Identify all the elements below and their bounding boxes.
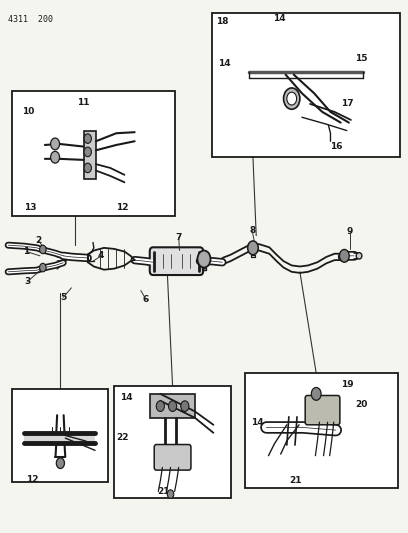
Text: 15: 15 [355, 54, 368, 63]
Circle shape [311, 387, 321, 400]
Bar [24, 433, 95, 443]
Circle shape [181, 401, 189, 411]
Text: 14: 14 [120, 393, 133, 401]
Text: 21: 21 [290, 477, 302, 485]
Circle shape [287, 92, 297, 105]
Bar [212, 13, 400, 157]
Circle shape [40, 263, 46, 272]
Text: 14: 14 [218, 60, 231, 68]
FancyBboxPatch shape [154, 445, 191, 470]
Circle shape [197, 251, 211, 268]
Circle shape [169, 401, 177, 411]
Text: 10: 10 [22, 108, 35, 116]
Text: 14: 14 [251, 418, 264, 426]
Text: 9: 9 [347, 228, 353, 236]
Bar [84, 131, 96, 179]
Text: 17: 17 [341, 100, 353, 108]
Text: 4: 4 [98, 252, 104, 260]
Ellipse shape [284, 88, 300, 109]
Text: 5: 5 [60, 293, 67, 302]
Circle shape [56, 458, 64, 469]
Circle shape [248, 241, 258, 255]
Text: 20: 20 [355, 400, 367, 408]
Text: 19: 19 [341, 381, 353, 389]
Text: 13: 13 [24, 204, 37, 212]
Circle shape [51, 151, 60, 163]
Text: 12: 12 [27, 475, 39, 484]
Circle shape [84, 134, 91, 143]
Circle shape [156, 401, 164, 411]
Circle shape [167, 490, 174, 498]
Circle shape [51, 138, 60, 150]
Text: 14: 14 [273, 14, 286, 23]
Text: 2: 2 [35, 237, 42, 245]
Text: 4311  200: 4311 200 [8, 15, 53, 24]
Text: 1: 1 [23, 247, 30, 256]
Text: 6: 6 [143, 295, 149, 304]
Text: 11: 11 [78, 98, 90, 107]
Circle shape [84, 147, 91, 157]
Bar [245, 373, 398, 488]
FancyBboxPatch shape [305, 395, 340, 425]
Text: 21: 21 [157, 487, 170, 496]
Text: 3: 3 [24, 277, 31, 286]
Text: 16: 16 [330, 142, 343, 151]
Circle shape [40, 245, 46, 254]
Bar [12, 91, 175, 216]
Text: 18: 18 [216, 17, 229, 26]
Text: 22: 22 [116, 433, 129, 441]
Circle shape [339, 249, 349, 262]
Text: 8: 8 [249, 226, 255, 235]
Bar [114, 386, 231, 498]
Circle shape [84, 163, 91, 173]
FancyBboxPatch shape [150, 247, 203, 275]
Bar [12, 389, 108, 482]
Text: 7: 7 [175, 233, 182, 241]
Bar [150, 394, 195, 418]
Text: 12: 12 [116, 204, 129, 212]
Ellipse shape [356, 253, 362, 259]
